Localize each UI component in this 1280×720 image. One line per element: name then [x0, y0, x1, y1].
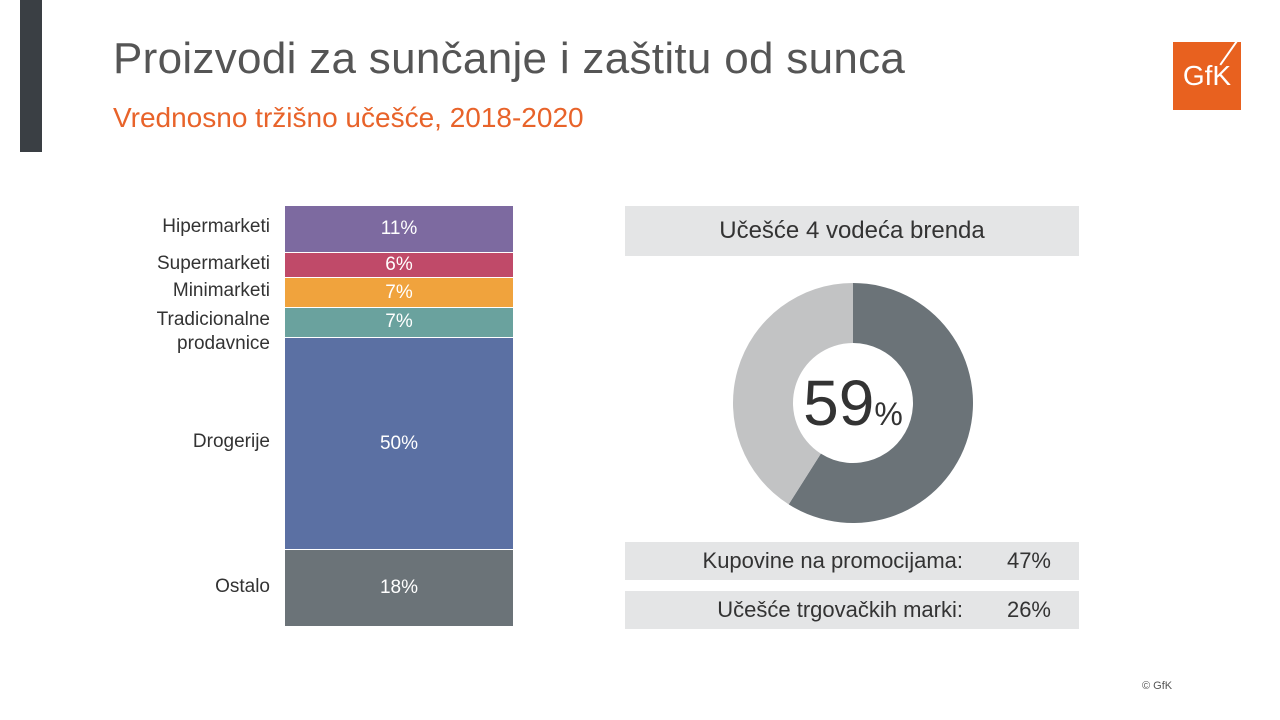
gfk-logo: GfK: [1173, 42, 1241, 110]
accent-bar: [20, 0, 42, 152]
bar-segment-5: 50%: [285, 337, 513, 551]
donut-center-number: 59: [803, 367, 875, 439]
stat-private-labels-value: 26%: [1006, 597, 1051, 622]
bar-category-label: Drogerije: [192, 431, 270, 453]
donut-center-value: 59%: [733, 365, 973, 459]
page-title: Proizvodi za sunčanje i zaštitu od sunca: [113, 34, 906, 83]
bar-segment-value: 6%: [385, 254, 413, 276]
bar-segment-1: 11%: [285, 206, 513, 253]
bar-segment-4: 7%: [285, 308, 513, 338]
bar-category-label: Minimarketi: [172, 280, 270, 302]
bar-category-label: Hipermarketi: [162, 216, 270, 238]
stat-private-labels-label: Učešće trgovačkih marki:: [717, 597, 963, 622]
bar-category-label: Tradicionalne prodavnice: [156, 309, 270, 355]
donut-title: Učešće 4 vodeća brenda: [719, 217, 985, 244]
stat-promotions-label: Kupovine na promocijama:: [702, 548, 963, 573]
donut-center-unit: %: [874, 396, 903, 432]
logo-text: GfK: [1182, 60, 1232, 91]
copyright: © GfK: [1142, 680, 1173, 692]
bar-category-label: Supermarketi: [157, 252, 270, 274]
bar-segment-value: 7%: [385, 311, 413, 333]
donut-slice-other: [733, 283, 853, 505]
donut-chart: [733, 283, 973, 523]
bar-segment-value: 7%: [385, 281, 413, 303]
bar-segment-value: 18%: [379, 577, 419, 599]
stat-promotions-value: 47%: [1006, 548, 1051, 573]
bar-segment-value: 50%: [379, 432, 419, 454]
bar-segment-2: 6%: [285, 252, 513, 279]
bar-segment-3: 7%: [285, 278, 513, 309]
page-subtitle: Vrednosno tržišno učešće, 2018-2020: [113, 102, 584, 133]
bar-segment-6: 18%: [285, 550, 513, 627]
stat-promotions: Kupovine na promocijama: 47%: [625, 542, 1079, 580]
donut-title-box: Učešće 4 vodeća brenda: [625, 206, 1079, 256]
bar-category-label: Ostalo: [215, 575, 270, 597]
stat-private-labels: Učešće trgovačkih marki: 26%: [625, 591, 1079, 629]
donut-slice-top-brands: [788, 283, 973, 523]
bar-segment-value: 11%: [380, 217, 418, 239]
